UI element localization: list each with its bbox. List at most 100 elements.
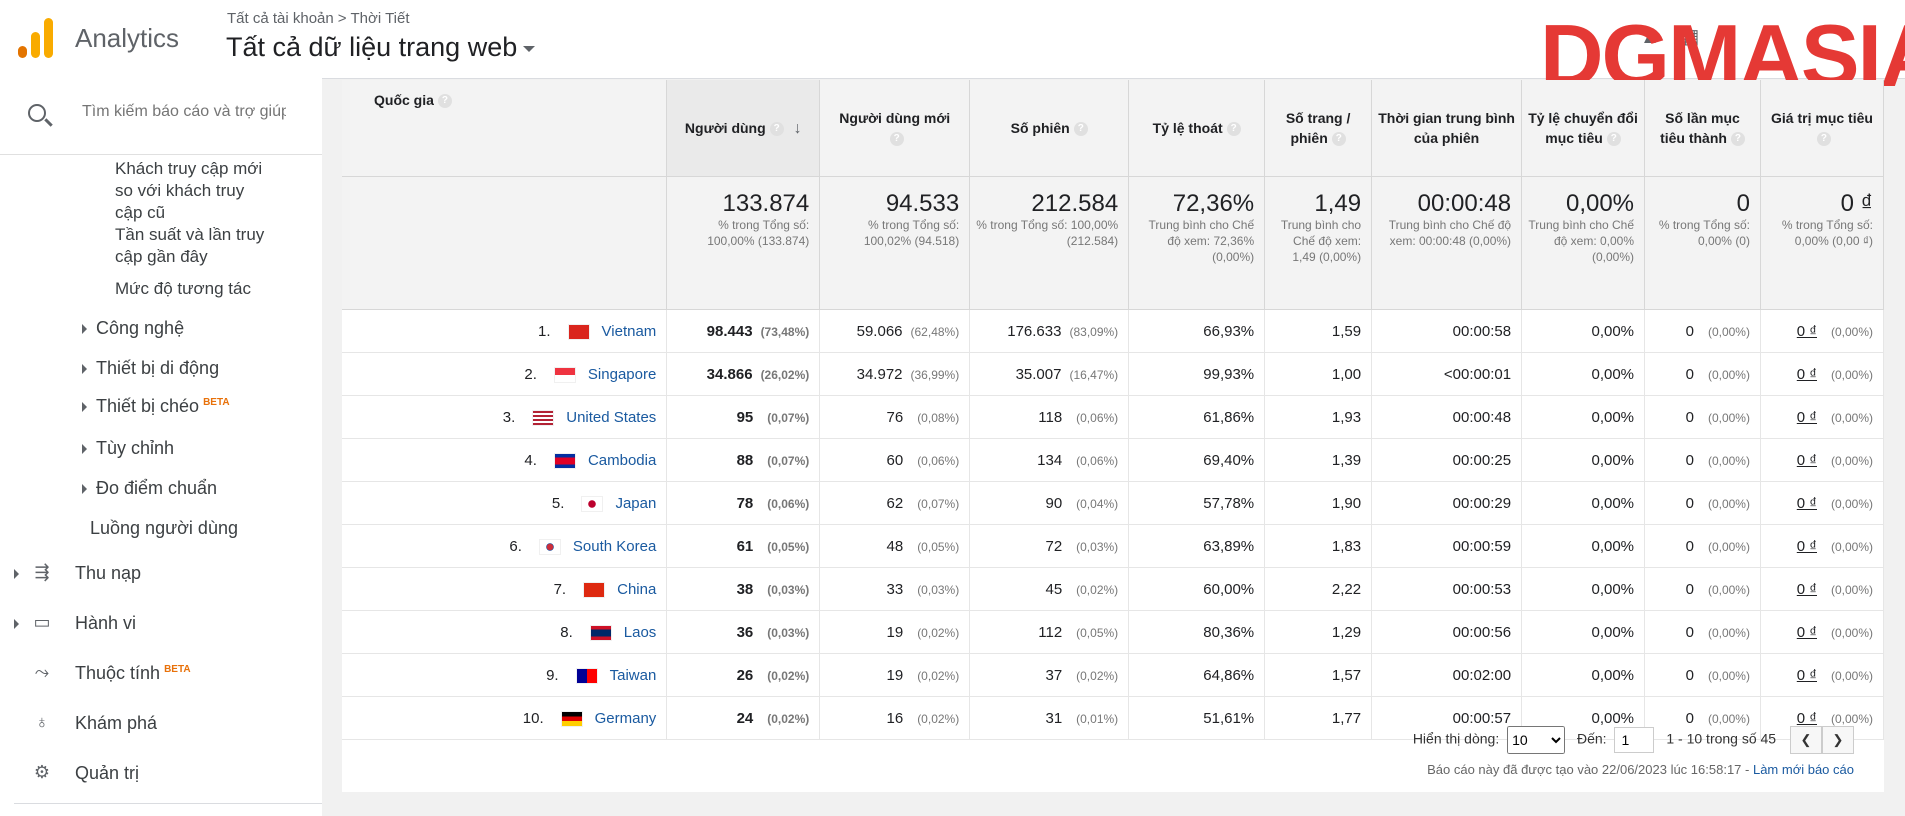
search-icon[interactable] [28,104,46,122]
sidebar-item-users-flow[interactable]: Luồng người dùng [90,518,238,538]
sidebar-item-behavior[interactable]: Hành vi [75,613,137,633]
country-link[interactable]: Singapore [587,365,657,383]
country-link[interactable]: Taiwan [609,666,657,684]
help-icon[interactable]: ? [1226,122,1241,137]
users-cell: 24 (0,02%) [666,696,821,740]
total-new-users: 94.533% trong Tổng số: 100,02% (94.518) [819,176,971,310]
col-header-avg-duration[interactable]: Thời gian trung bình của phiên [1371,80,1523,177]
country-cell: 7. China [342,567,668,611]
country-link[interactable]: Cambodia [587,451,657,469]
flag-icon [561,711,582,726]
goto-label: Đến: [1577,730,1607,747]
sessions-value: 90 [1045,494,1063,512]
sidebar-item-benchmarking[interactable]: Đo điểm chuẩn [82,478,217,499]
beta-badge: BETA [164,664,191,675]
duration-cell: 00:00:58 [1371,309,1523,353]
sidebar-item-discover[interactable]: Khám phá [75,713,158,733]
sidebar-item-acquisition[interactable]: Thu nạp [75,563,142,583]
search-input[interactable] [80,102,288,122]
sidebar-item-admin[interactable]: Quản trị [75,763,140,783]
col-header-sessions[interactable]: Số phiên? [969,80,1130,177]
help-icon[interactable]: ? [437,94,452,109]
new-users-cell: 16 (0,02%) [819,696,971,740]
sessions-cell: 72 (0,03%) [969,524,1130,568]
apps-grid-icon[interactable]: ▦ [1680,26,1700,48]
sidebar-item-mobile[interactable]: Thiết bị di động [82,358,219,379]
country-link[interactable]: China [617,580,657,598]
col-header-completions[interactable]: Số lần mục tiêu thành? [1644,80,1761,177]
caret-right-icon [82,402,87,413]
sessions-pct: (16,47%) [1069,367,1119,382]
table-row: 5. Japan 78 (0,06%) 62 (0,07%) 90 (0,04%) 57,78%… [342,481,1885,525]
country-link[interactable]: Laos [623,623,657,641]
col-header-conversion-rate[interactable]: Tỷ lệ chuyển đổi mục tiêu? [1521,80,1646,177]
sidebar-item-engagement[interactable]: Mức độ tương tác [115,279,251,298]
bell-icon[interactable]: ▲ [1640,26,1660,48]
prev-page-button[interactable]: ❮ [1790,726,1822,754]
sidebar-item-technology[interactable]: Công nghệ [82,318,184,339]
sidebar-item-new-vs-returning[interactable]: Khách truy cập mới so với khách truy cập… [115,159,263,222]
completions-value: 0 [1685,580,1694,598]
refresh-report-link[interactable]: Làm mới báo cáo [1752,762,1854,777]
country-link[interactable]: United States [566,408,657,426]
goto-page-input[interactable] [1614,727,1655,753]
goal-value-pct: (0,00%) [1830,367,1873,382]
col-header-new-users[interactable]: Người dùng mới? [819,80,971,177]
col-header-label: Số trang / phiên [1285,110,1351,146]
country-link[interactable]: Vietnam [601,322,657,340]
row-index: 9. [546,666,559,684]
country-link[interactable]: Germany [594,709,657,727]
goal-value-cell: 0 ₫ (0,00%) [1760,309,1885,353]
new-users-pct: (0,02%) [917,625,960,640]
col-header-users[interactable]: Người dùng? ↓ [666,80,821,177]
more-vert-icon[interactable]: ⋮ [1720,26,1741,48]
total-note: % trong Tổng số: 100,00% (133.874) [707,218,810,248]
col-header-bounce-rate[interactable]: Tỷ lệ thoát? [1128,80,1266,177]
row-index: 6. [509,537,522,555]
sidebar-item-frequency[interactable]: Tần suất và lần truy cập gần đây [115,225,265,266]
sidebar-item-custom[interactable]: Tùy chỉnh [82,438,174,459]
table-row: 10. Germany 24 (0,02%) 16 (0,02%) 31 (0,01%) 51,… [342,696,1885,740]
completions-pct: (0,00%) [1707,367,1750,382]
country-cell: 2. Singapore [342,352,668,396]
sort-down-icon[interactable]: ↓ [793,119,802,137]
rows-per-page-select[interactable]: 10 [1507,726,1566,754]
sidebar-item-attribution[interactable]: Thuộc tính BETA [75,663,191,684]
next-page-button[interactable]: ❯ [1822,726,1854,754]
col-header-label: Tỷ lệ chuyển đổi mục tiêu [1528,110,1638,146]
country-link[interactable]: Japan [615,494,657,512]
help-icon[interactable]: ? [889,132,904,147]
country-link[interactable]: South Korea [572,537,657,555]
total-conversion: 0,00% Trung bình cho Chế độ xem: 0,00% (0… [1521,176,1646,310]
users-value: 34.866 [706,365,753,383]
breadcrumb-account[interactable]: Tất cả tài khoản [227,10,334,27]
help-icon[interactable]: ? [1606,132,1621,147]
conversion-cell: 0,00% [1521,395,1646,439]
new-users-value: 60 [886,451,904,469]
help-icon[interactable]: ? [1816,132,1831,147]
col-header-pages-per-session[interactable]: Số trang / phiên? [1264,80,1373,177]
sessions-value: 134 [1037,451,1063,469]
help-icon[interactable]: ? [1730,132,1745,147]
goal-value: 0 ₫ [1796,365,1817,383]
row-index: 3. [502,408,516,426]
users-cell: 78 (0,06%) [666,481,821,525]
col-header-goal-value[interactable]: Giá trị mục tiêu? [1760,80,1885,177]
country-cell: 1. Vietnam [342,309,668,353]
col-header-country[interactable]: Quốc gia? [342,80,668,177]
attribution-icon: ⤳ [34,662,50,682]
analytics-logo-icon[interactable] [18,18,54,58]
view-selector[interactable]: Tất cả dữ liệu trang web [226,32,536,63]
help-icon[interactable]: ? [769,121,784,136]
breadcrumb-property[interactable]: Thời Tiết [350,10,410,27]
duration-cell: 00:00:59 [1371,524,1523,568]
goal-value: 0 ₫ [1796,709,1817,727]
row-index: 7. [553,580,567,598]
help-icon[interactable]: ? [1331,132,1346,147]
total-note: % trong Tổng số: 0,00% (0) [1658,218,1750,248]
new-users-cell: 59.066 (62,48%) [819,309,971,353]
help-icon[interactable]: ? [1073,122,1088,137]
sidebar-item-cross-device[interactable]: Thiết bị chéo BETA [82,396,230,417]
data-table: Quốc gia? Người dùng? ↓ Người dùng mới? S… [342,80,1885,740]
country-cell: 10. Germany [342,696,668,740]
